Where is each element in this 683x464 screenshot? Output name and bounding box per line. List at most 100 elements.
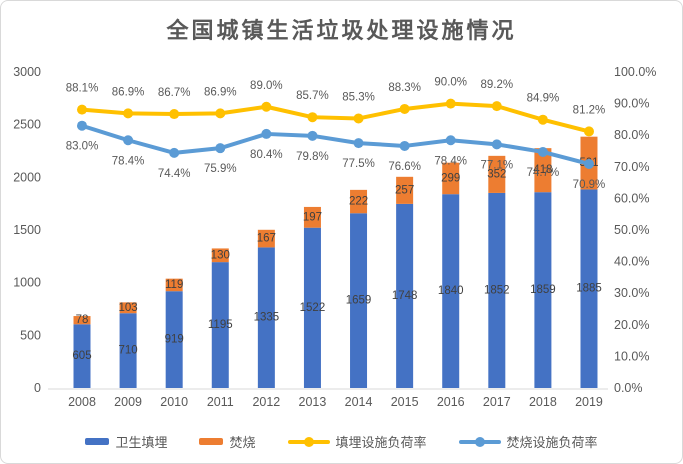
bar-incineration-2017 — [488, 155, 506, 193]
marker-incineration-load-rate-2009 — [123, 135, 134, 146]
percent-axis-tick-label: 80.0% — [614, 128, 649, 142]
marker-incineration-load-rate-2017 — [491, 139, 502, 150]
point-label-landfill-load-rate-2014: 85.3% — [342, 91, 375, 103]
bar-label-incineration-2012: 167 — [257, 233, 276, 245]
bar-label-incineration-2018: 418 — [533, 164, 552, 176]
marker-landfill-load-rate-2017 — [491, 101, 502, 112]
percent-axis-tick-label: 50.0% — [614, 223, 649, 237]
marker-incineration-load-rate-2013 — [307, 130, 318, 141]
bar-sanitary-landfill-2009 — [119, 313, 137, 388]
bar-label-incineration-2008: 78 — [76, 314, 89, 326]
legend-label-incineration-load-rate: 焚烧设施负荷率 — [506, 435, 598, 450]
bar-sanitary-landfill-2016 — [442, 194, 460, 388]
marker-incineration-load-rate-2015 — [399, 140, 410, 151]
point-label-landfill-load-rate-2019: 81.2% — [573, 104, 606, 116]
line-landfill-load-rate — [80, 101, 591, 134]
x-axis-label-2017: 2017 — [483, 395, 511, 409]
bar-incineration-2010 — [165, 278, 183, 292]
x-axis-label-2009: 2009 — [114, 395, 142, 409]
bar-label-incineration-2011: 130 — [211, 249, 230, 261]
bar-sanitary-landfill-2010 — [165, 291, 183, 388]
point-label-landfill-load-rate-2015: 88.3% — [388, 82, 421, 94]
marker-incineration-load-rate-2019 — [583, 158, 594, 169]
point-label-incineration-load-rate-2018: 74.7% — [527, 167, 560, 179]
bar-label-incineration-2015: 257 — [395, 184, 414, 196]
marker-landfill-load-rate-2019 — [583, 126, 594, 137]
point-label-incineration-load-rate-2010: 74.4% — [158, 168, 191, 180]
bar-label-sanitary-landfill-2010: 919 — [165, 334, 184, 346]
y-axis-tick-label: 1500 — [13, 223, 41, 237]
bar-incineration-2011 — [211, 248, 229, 263]
point-label-landfill-load-rate-2018: 84.9% — [527, 93, 560, 105]
point-label-incineration-load-rate-2009: 78.4% — [112, 155, 145, 167]
bar-sanitary-landfill-2019 — [580, 189, 598, 388]
legend-swatch-incineration-icon — [199, 438, 224, 445]
marker-incineration-load-rate-2010 — [169, 147, 180, 158]
bar-incineration-2018 — [534, 148, 552, 193]
point-label-landfill-load-rate-2016: 90.0% — [434, 77, 467, 89]
bar-label-incineration-2016: 299 — [441, 172, 460, 184]
bar-incineration-2012 — [257, 229, 275, 248]
bar-label-sanitary-landfill-2016: 1840 — [438, 285, 464, 297]
point-label-incineration-load-rate-2008: 83.0% — [66, 141, 99, 153]
bar-label-sanitary-landfill-2018: 1859 — [530, 284, 556, 296]
x-axis-label-2015: 2015 — [391, 395, 419, 409]
percent-axis-tick-label: 70.0% — [614, 160, 649, 174]
point-label-incineration-load-rate-2011: 75.9% — [204, 163, 237, 175]
legend-swatch-incineration-load-rate-icon — [458, 436, 501, 447]
point-label-landfill-load-rate-2009: 86.9% — [112, 86, 145, 98]
x-axis-label-2011: 2011 — [207, 395, 234, 409]
percent-axis-tick-label: 40.0% — [614, 255, 649, 269]
marker-landfill-load-rate-2009 — [123, 108, 134, 119]
bar-label-sanitary-landfill-2019: 1885 — [576, 283, 602, 295]
point-label-incineration-load-rate-2016: 78.4% — [434, 155, 467, 167]
x-axis-label-2018: 2018 — [529, 395, 557, 409]
bar-label-incineration-2010: 119 — [165, 279, 183, 291]
legend-label-incineration: 焚烧 — [229, 435, 256, 450]
percent-axis-tick-label: 60.0% — [614, 191, 649, 205]
point-label-incineration-load-rate-2019: 70.9% — [573, 179, 606, 191]
marker-landfill-load-rate-2008 — [77, 104, 87, 115]
point-label-incineration-load-rate-2017: 77.1% — [481, 159, 514, 171]
point-label-incineration-load-rate-2013: 79.8% — [296, 151, 329, 163]
marker-incineration-load-rate-2016 — [445, 135, 456, 146]
point-label-incineration-load-rate-2015: 76.6% — [388, 161, 421, 173]
y-axis-tick-label: 2500 — [13, 118, 41, 132]
x-axis-label-2014: 2014 — [345, 395, 373, 409]
bar-label-sanitary-landfill-2008: 605 — [72, 350, 91, 362]
x-axis-label-2016: 2016 — [437, 395, 465, 409]
percent-axis-tick-label: 0.0% — [614, 381, 643, 395]
y-axis-tick-label: 2000 — [13, 170, 41, 184]
x-axis-label-2008: 2008 — [68, 395, 96, 409]
y-axis-tick-label: 0 — [34, 381, 41, 395]
marker-landfill-load-rate-2011 — [215, 108, 226, 119]
legend-item-incineration-load-rate: 焚烧设施负荷率 — [458, 432, 598, 451]
bar-sanitary-landfill-2017 — [488, 192, 506, 388]
marker-incineration-load-rate-2008 — [77, 120, 87, 131]
point-label-landfill-load-rate-2012: 89.0% — [250, 80, 283, 92]
bar-label-incineration-2009: 103 — [118, 302, 137, 314]
bar-incineration-2015 — [396, 176, 414, 204]
x-axis-label-2013: 2013 — [299, 395, 327, 409]
point-label-landfill-load-rate-2011: 86.9% — [204, 86, 237, 98]
bar-label-sanitary-landfill-2011: 1195 — [208, 319, 233, 331]
line-incineration-load-rate — [80, 123, 591, 166]
bar-incineration-2008 — [73, 316, 91, 325]
marker-landfill-load-rate-2012 — [261, 101, 272, 112]
point-label-landfill-load-rate-2013: 85.7% — [296, 90, 329, 102]
percent-axis-tick-label: 30.0% — [614, 286, 649, 300]
legend-label-sanitary-landfill: 卫生填埋 — [115, 435, 168, 450]
y-axis-tick-label: 500 — [20, 328, 41, 342]
bar-label-sanitary-landfill-2012: 1335 — [254, 312, 280, 324]
x-axis-label-2012: 2012 — [252, 395, 280, 409]
marker-incineration-load-rate-2012 — [261, 128, 272, 139]
bar-label-sanitary-landfill-2009: 710 — [118, 345, 137, 357]
bar-sanitary-landfill-2011 — [211, 262, 229, 388]
bar-incineration-2013 — [303, 206, 321, 228]
legend-item-landfill-load-rate: 填埋设施负荷率 — [287, 432, 427, 451]
chart-title: 全国城镇生活垃圾处理设施情况 — [166, 18, 517, 43]
marker-landfill-load-rate-2013 — [307, 112, 318, 123]
bar-label-sanitary-landfill-2014: 1659 — [346, 295, 372, 307]
